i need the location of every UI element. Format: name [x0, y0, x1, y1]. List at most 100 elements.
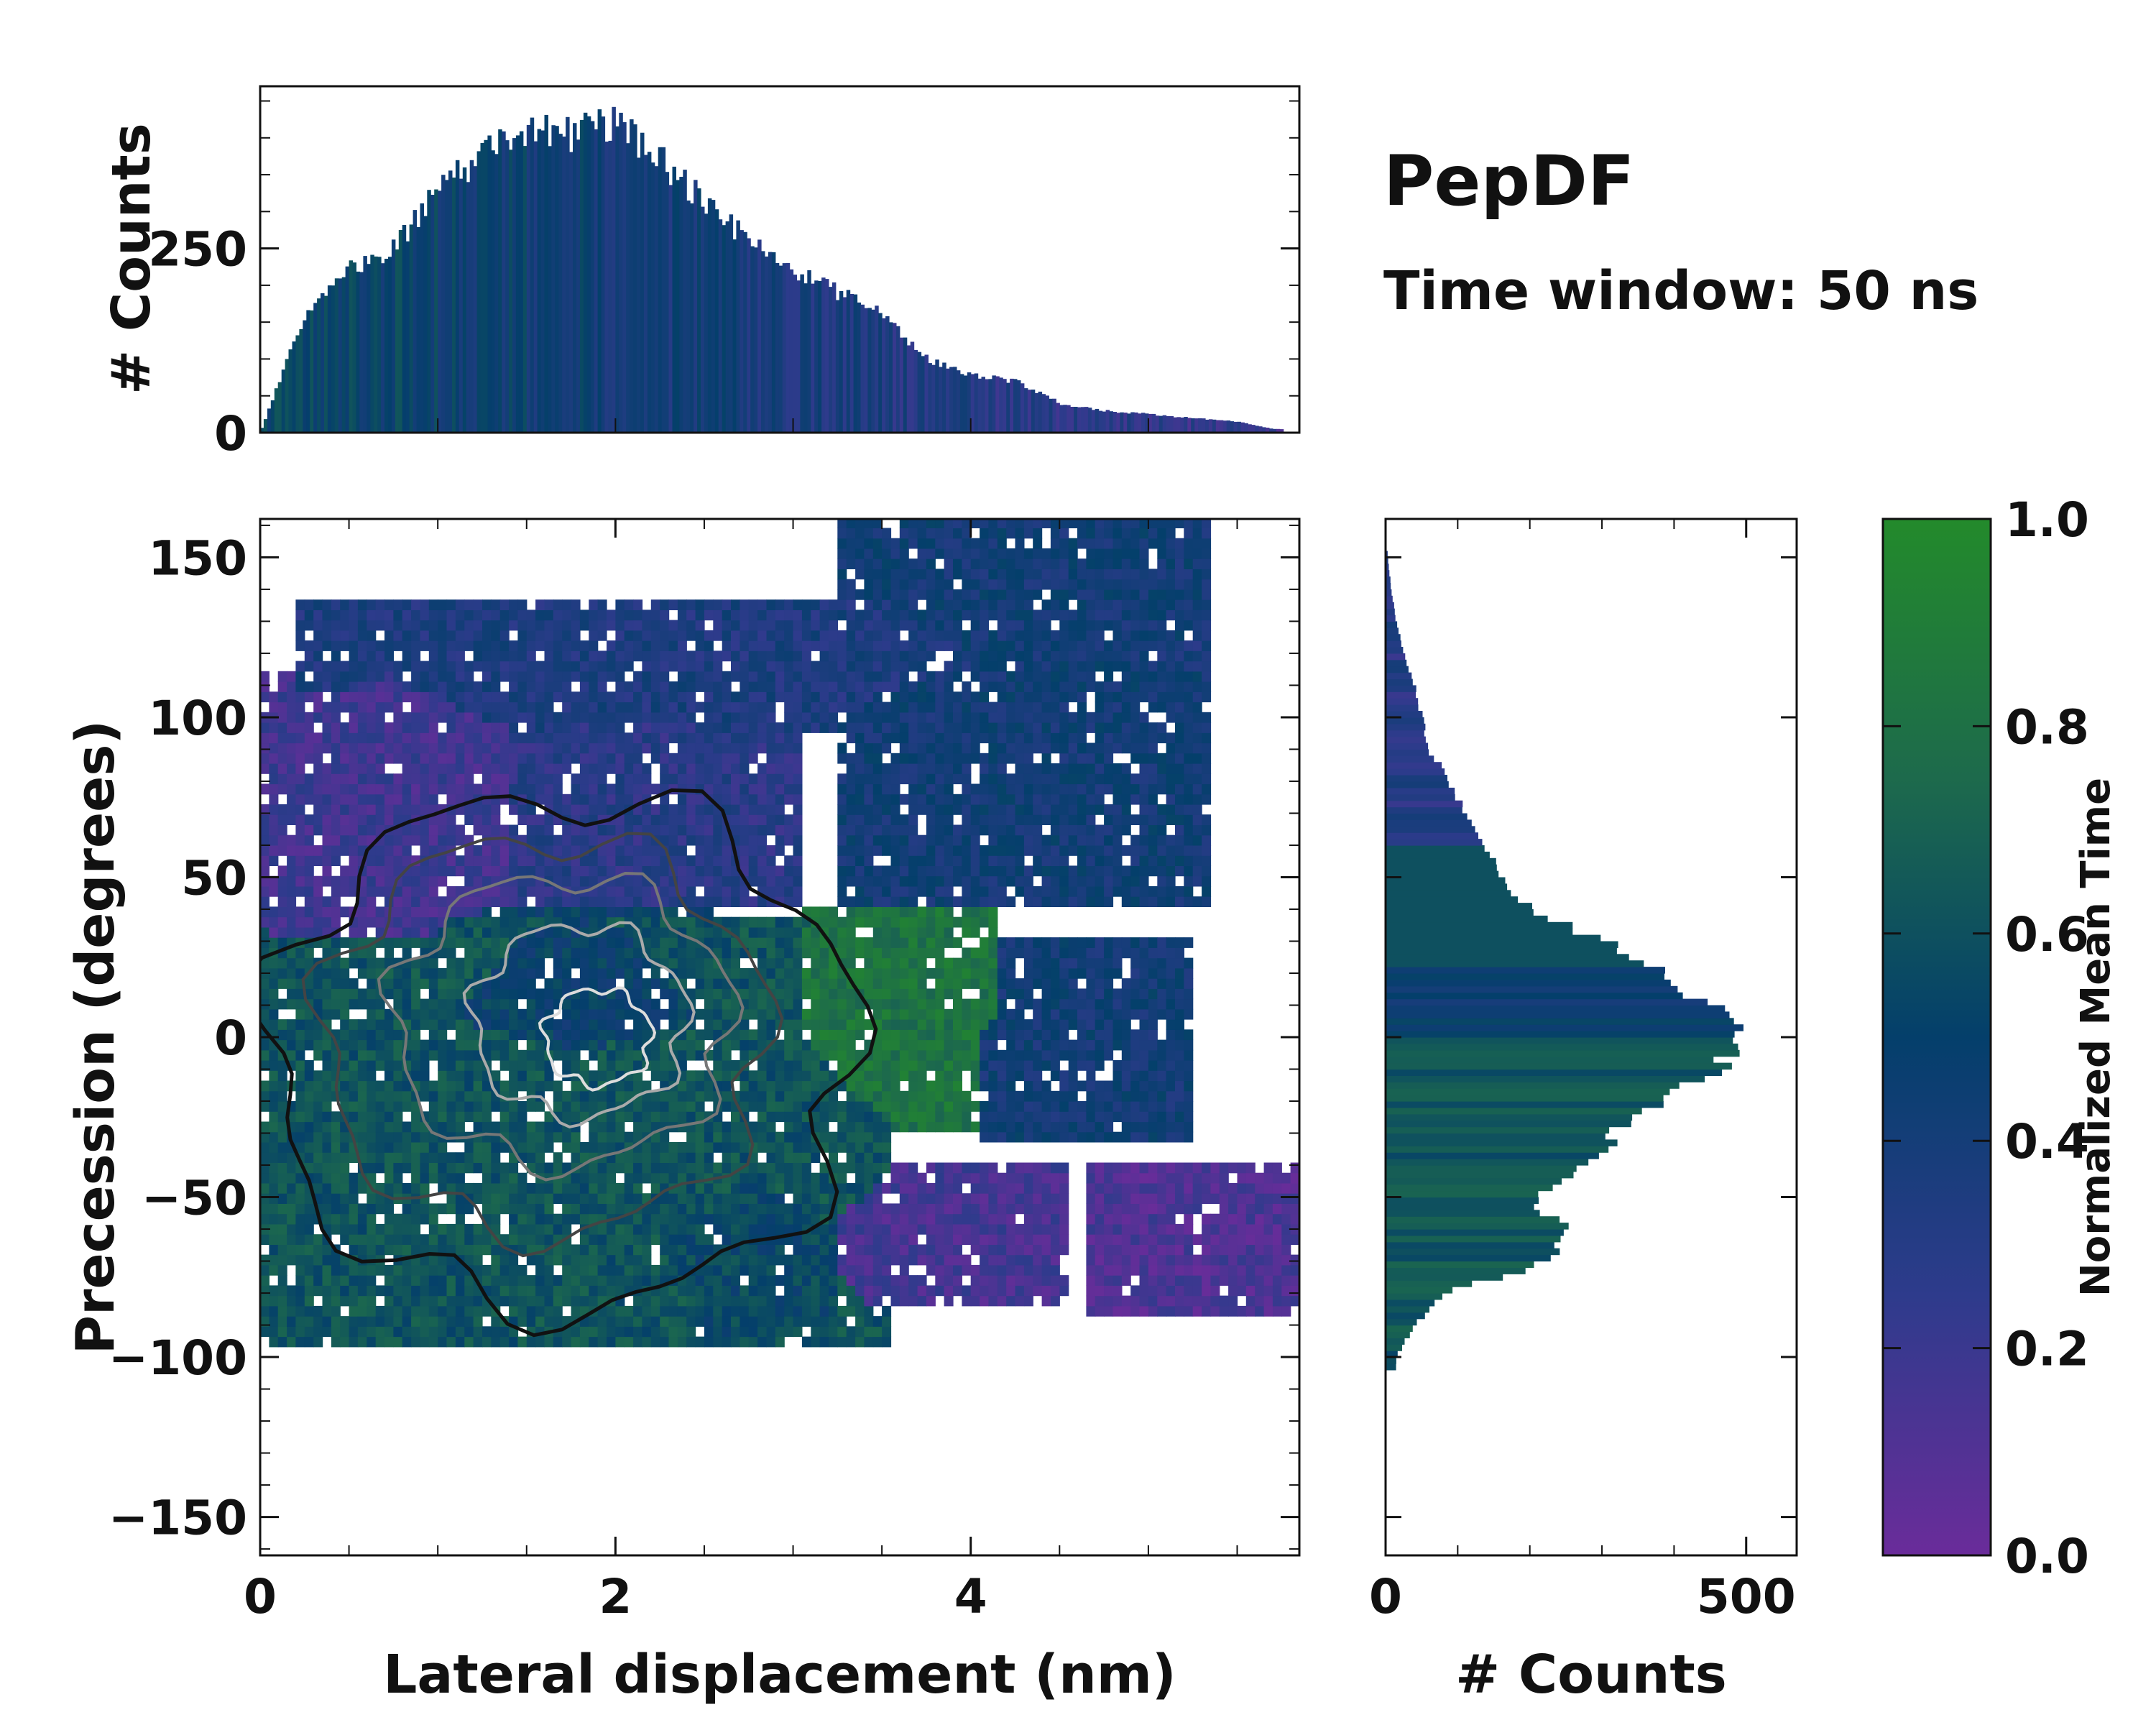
heatmap-cell	[340, 1193, 350, 1204]
heatmap-cell	[597, 947, 607, 959]
heatmap-cell	[784, 650, 794, 662]
heatmap-cell	[872, 957, 883, 969]
heatmap-cell	[446, 650, 456, 662]
heatmap-cell	[446, 661, 456, 672]
heatmap-cell	[837, 548, 847, 559]
heatmap-cell	[526, 1008, 536, 1020]
heatmap-cell	[446, 1275, 456, 1286]
heatmap-cell	[331, 978, 341, 989]
heatmap-cell	[438, 661, 448, 672]
heatmap-cell	[597, 1162, 607, 1174]
heatmap-cell	[384, 610, 394, 621]
heatmap-cell	[872, 1008, 883, 1020]
heatmap-cell	[890, 702, 900, 713]
heatmap-cell	[349, 865, 359, 877]
heatmap-cell	[748, 1316, 758, 1327]
heatmap-cell	[473, 1264, 483, 1276]
heatmap-cell	[589, 1234, 599, 1245]
heatmap-cell	[571, 742, 581, 754]
heatmap-cell	[872, 1213, 883, 1225]
heatmap-cell	[367, 1131, 377, 1143]
heatmap-cell	[375, 620, 385, 631]
heatmap-cell	[731, 886, 740, 897]
heatmap-cell	[713, 732, 723, 744]
heatmap-cell	[579, 650, 589, 662]
heatmap-cell	[757, 722, 768, 733]
heatmap-cell	[801, 1193, 811, 1204]
heatmap-cell	[686, 1080, 696, 1092]
heatmap-cell	[846, 845, 856, 856]
heatmap-cell	[766, 640, 776, 651]
heatmap-cell	[438, 1305, 448, 1317]
heatmap-cell	[855, 620, 865, 631]
heatmap-cell	[349, 988, 359, 1000]
heatmap-cell	[677, 875, 687, 887]
heatmap-cell	[384, 1049, 394, 1061]
heatmap-cell	[482, 753, 492, 764]
heatmap-cell	[899, 773, 909, 785]
heatmap-cell	[890, 967, 900, 979]
heatmap-cell	[304, 1316, 314, 1327]
heatmap-cell	[455, 1121, 465, 1133]
heatmap-cell	[660, 926, 670, 938]
heatmap-cell	[260, 1172, 270, 1184]
heatmap-cell	[624, 1244, 634, 1256]
heatmap-cell	[269, 742, 279, 754]
heatmap-cell	[420, 978, 430, 989]
heatmap-cell	[846, 691, 856, 703]
heatmap-cell	[837, 610, 847, 621]
heatmap-cell	[731, 1264, 740, 1276]
heatmap-cell	[607, 1285, 616, 1297]
heatmap-cell	[713, 1295, 723, 1307]
heatmap-cell	[811, 1285, 821, 1297]
heatmap-cell	[899, 763, 909, 774]
heatmap-cell	[784, 691, 794, 703]
heatmap-cell	[420, 1326, 430, 1338]
heatmap-cell	[295, 712, 305, 723]
heatmap-cell	[411, 804, 421, 815]
heatmap-cell	[624, 886, 634, 897]
heatmap-cell	[704, 702, 714, 713]
heatmap-cell	[420, 753, 430, 764]
heatmap-cell	[322, 875, 332, 887]
heatmap-cell	[660, 1060, 670, 1071]
heatmap-cell	[668, 640, 678, 651]
heatmap-cell	[686, 661, 696, 672]
heatmap-cell	[393, 1039, 403, 1051]
heatmap-cell	[766, 1142, 776, 1153]
heatmap-cell	[801, 926, 811, 938]
heatmap-cell	[642, 630, 652, 641]
heatmap-cell	[801, 722, 811, 733]
heatmap-cell	[277, 1193, 287, 1204]
heatmap-cell	[402, 1305, 412, 1317]
heatmap-cell	[864, 650, 874, 662]
heatmap-cell	[872, 722, 883, 733]
heatmap-cell	[579, 671, 589, 682]
heatmap-cell	[695, 957, 705, 969]
heatmap-cell	[748, 1213, 758, 1225]
heatmap-cell	[882, 650, 892, 662]
heatmap-cell	[313, 650, 323, 662]
heatmap-cell	[686, 1203, 696, 1215]
heatmap-cell	[882, 824, 892, 836]
heatmap-cell	[713, 845, 723, 856]
heatmap-cell	[544, 742, 554, 754]
heatmap-cell	[313, 906, 323, 918]
heatmap-cell	[473, 916, 483, 928]
heatmap-cell	[349, 1111, 359, 1123]
heatmap-cell	[357, 1316, 367, 1327]
heatmap-cell	[420, 732, 430, 744]
heatmap-cell	[846, 875, 856, 887]
heatmap-cell	[668, 814, 678, 825]
heatmap-cell	[704, 1029, 714, 1041]
heatmap-cell	[349, 855, 359, 866]
heatmap-cell	[357, 824, 367, 836]
heatmap-cell	[704, 691, 714, 703]
heatmap-cell	[269, 988, 279, 1000]
heatmap-cell	[277, 1336, 287, 1348]
heatmap-cell	[757, 610, 768, 621]
heatmap-cell	[855, 916, 865, 928]
heatmap-cell	[615, 1203, 625, 1215]
heatmap-cell	[766, 794, 776, 805]
heatmap-cell	[757, 1029, 768, 1041]
